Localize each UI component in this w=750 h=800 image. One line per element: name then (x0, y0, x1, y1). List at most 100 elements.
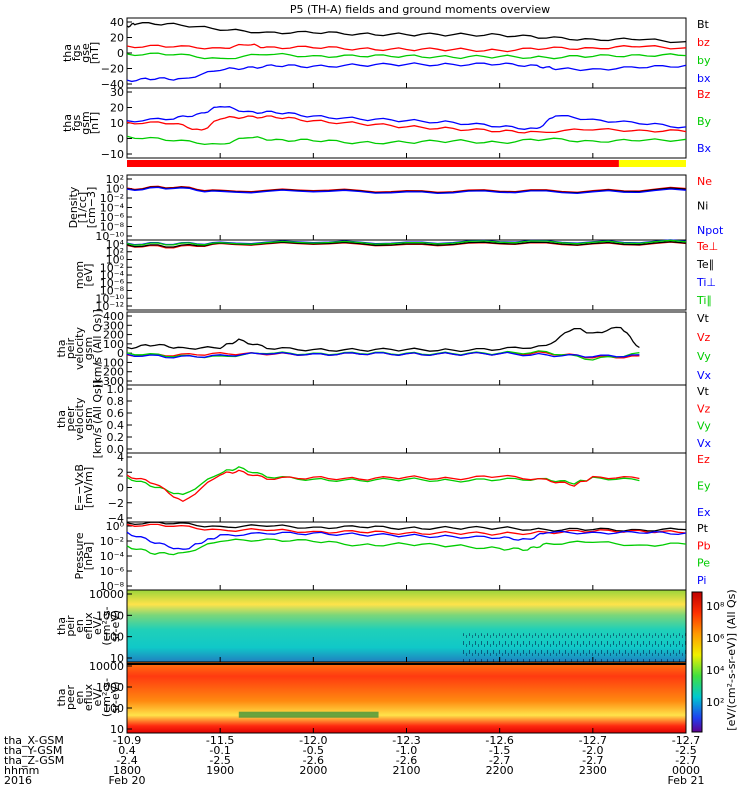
legend-entry: Npot (697, 224, 724, 237)
legend-entry: Vx (697, 369, 712, 382)
y-tick-label: 10⁻⁶ (100, 277, 125, 290)
series-Ez (126, 469, 640, 503)
y-tick-label: 10 (110, 723, 124, 736)
y-tick-label: 40 (110, 16, 124, 29)
y-axis-label: mom (73, 261, 86, 289)
legend-entry: Vx (697, 437, 712, 450)
y-tick-label: 10 (110, 652, 124, 665)
colorbar-tick: 10⁸ (706, 600, 725, 613)
panel-frame (126, 239, 687, 311)
time-row-value: -1.0 (396, 744, 417, 757)
y-axis-label: peer (64, 685, 77, 711)
colorbar-tick: 10⁶ (706, 632, 725, 645)
time-row-value: -11.5 (206, 734, 234, 747)
y-tick-label: 200 (103, 329, 124, 342)
y-tick-label: 10⁻⁸ (100, 285, 125, 298)
y-tick-label: 10² (106, 173, 124, 186)
legend-entry: Vz (697, 331, 711, 344)
y-tick-label: 10⁰ (106, 254, 125, 267)
y-axis-label: tha (55, 617, 68, 635)
panel-frame (126, 521, 687, 591)
y-axis-label: fgs (70, 44, 83, 61)
legend-entry: Pb (697, 539, 711, 552)
y-axis-label: velocity (73, 327, 86, 370)
y-axis-label: peir (64, 337, 77, 359)
legend-entry: by (697, 54, 711, 67)
time-row-label: tha_X-GSM (4, 734, 64, 747)
series-bx (126, 62, 687, 83)
y-axis-label: eV/ (91, 688, 104, 706)
y-tick-label: 10⁻² (100, 192, 124, 205)
legend-entry: By (697, 115, 712, 128)
time-row-value: -2.7 (675, 754, 696, 767)
time-row-value: -2.7 (582, 754, 603, 767)
panel-frame (126, 87, 687, 159)
chart-title: P5 (TH-A) fields and ground moments over… (290, 3, 550, 16)
legend-entry: Ti∥ (696, 294, 712, 307)
colorbar-tick: 10² (706, 696, 724, 709)
series-Bt (126, 22, 687, 44)
legend-entry: Bt (697, 18, 710, 31)
y-axis-label: [1/cc] (76, 192, 89, 223)
legend-entry: Ey (697, 480, 711, 493)
y-axis-label: fgs (70, 114, 83, 131)
time-row-label: 2016 (4, 774, 32, 787)
y-tick-label: 10⁻⁴ (100, 550, 125, 563)
panel-frame (126, 452, 687, 523)
y-tick-label: 0.0 (107, 443, 125, 456)
y-tick-label: 1000 (96, 609, 124, 622)
legend-entry: Ti⊥ (696, 276, 716, 289)
y-axis-label: [mV/m] (82, 467, 95, 508)
y-tick-label: 0.6 (107, 407, 125, 420)
time-row-value: 2300 (579, 764, 607, 777)
y-tick-label: 20 (110, 32, 124, 45)
y-tick-label: 10⁻² (100, 535, 124, 548)
y-tick-label: 10 (110, 117, 124, 130)
y-tick-label: 10000 (89, 660, 124, 673)
y-tick-label: 1000 (96, 681, 124, 694)
y-axis-label: sr-eV) (109, 681, 122, 713)
series-Bz (126, 115, 687, 134)
y-tick-label: 400 (103, 310, 124, 323)
y-tick-label: 300 (103, 319, 124, 332)
time-row-value: -12.7 (579, 734, 607, 747)
y-axis-label: en (73, 619, 86, 633)
colorbar-tick: 10⁴ (706, 664, 725, 677)
y-axis-label: gsm (82, 407, 95, 430)
time-row-value: -1.5 (489, 744, 510, 757)
time-row-label: tha_Z-GSM (4, 754, 64, 767)
panel-6: 1.00.80.60.40.20.0 thapeervelocitygsm[km/… (55, 380, 712, 459)
y-axis-label: gse (79, 43, 92, 63)
legend-entry: Pe (697, 557, 710, 570)
series-Vx (126, 351, 640, 359)
y-axis-label: peir (64, 615, 77, 637)
panel-frame (126, 174, 687, 241)
y-tick-label: 10² (106, 246, 124, 259)
time-row-label: hhmm (4, 764, 39, 777)
series-Pt (126, 521, 687, 532)
y-axis-label: [nT] (88, 112, 101, 134)
legend-entry: Ex (697, 506, 711, 519)
y-tick-label: 100 (103, 338, 124, 351)
y-axis-label: [km/s (All Qs)] (91, 309, 104, 388)
time-row-value: 1800 (113, 764, 141, 777)
legend-entry: Bz (697, 88, 711, 101)
legend-entry: Pt (697, 522, 709, 535)
y-axis-label: [nT] (88, 42, 101, 64)
legend-entry: Te⊥ (696, 240, 718, 253)
legend-entry: Bx (697, 142, 712, 155)
y-axis-label: tha (55, 339, 68, 357)
legend-entry: Vy (697, 420, 711, 433)
series-Te∥ (126, 241, 687, 248)
series-Pi (126, 530, 687, 550)
y-tick-label: 10⁴ (106, 238, 125, 251)
y-tick-label: −4 (108, 512, 124, 525)
y-tick-label: 10⁻² (100, 261, 124, 274)
y-tick-label: −40 (101, 78, 124, 91)
series-Vt (126, 326, 640, 353)
time-row-value: -2.4 (116, 754, 137, 767)
